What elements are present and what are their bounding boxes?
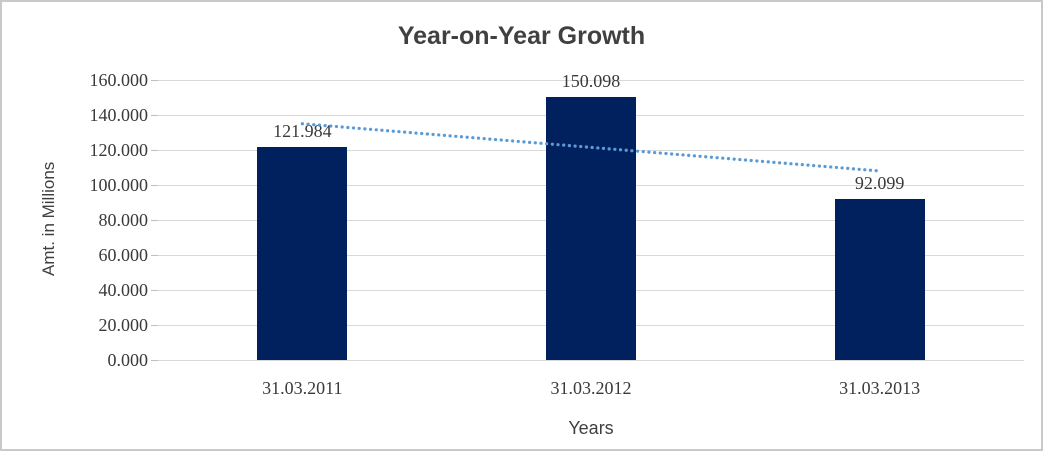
y-axis-tick bbox=[151, 220, 158, 221]
x-tick-label: 31.03.2013 bbox=[839, 378, 921, 398]
x-axis-title: Years bbox=[568, 418, 614, 438]
y-tick-label: 120.000 bbox=[89, 140, 149, 160]
x-tick-label: 31.03.2011 bbox=[262, 378, 343, 398]
y-tick-label: 20.000 bbox=[98, 315, 149, 335]
gridline bbox=[158, 360, 1024, 361]
y-axis-tick bbox=[151, 290, 158, 291]
y-tick-label: 140.000 bbox=[89, 105, 149, 125]
y-tick-label: 80.000 bbox=[98, 210, 149, 230]
bar bbox=[834, 198, 925, 360]
bar bbox=[546, 97, 636, 360]
y-axis-tick bbox=[151, 80, 158, 81]
y-axis-tick bbox=[151, 185, 158, 186]
bar bbox=[257, 146, 348, 360]
bar-data-label: 150.098 bbox=[561, 71, 621, 92]
bar-data-label: 92.099 bbox=[854, 172, 905, 193]
y-axis-tick bbox=[151, 325, 158, 326]
y-tick-label: 60.000 bbox=[98, 245, 149, 265]
y-tick-label: 0.000 bbox=[107, 350, 149, 370]
y-axis-tick bbox=[151, 360, 158, 361]
y-axis-tick bbox=[151, 150, 158, 151]
bar-data-label: 121.984 bbox=[273, 120, 332, 141]
y-tick-label: 160.000 bbox=[89, 70, 149, 90]
y-tick-label: 40.000 bbox=[98, 280, 149, 300]
chart-title: Year-on-Year Growth bbox=[397, 22, 646, 50]
gridline bbox=[158, 80, 1024, 81]
x-tick-label: 31.03.2012 bbox=[550, 378, 632, 398]
y-axis-tick bbox=[151, 255, 158, 256]
y-axis-tick bbox=[151, 115, 158, 116]
y-tick-label: 100.000 bbox=[89, 175, 149, 195]
